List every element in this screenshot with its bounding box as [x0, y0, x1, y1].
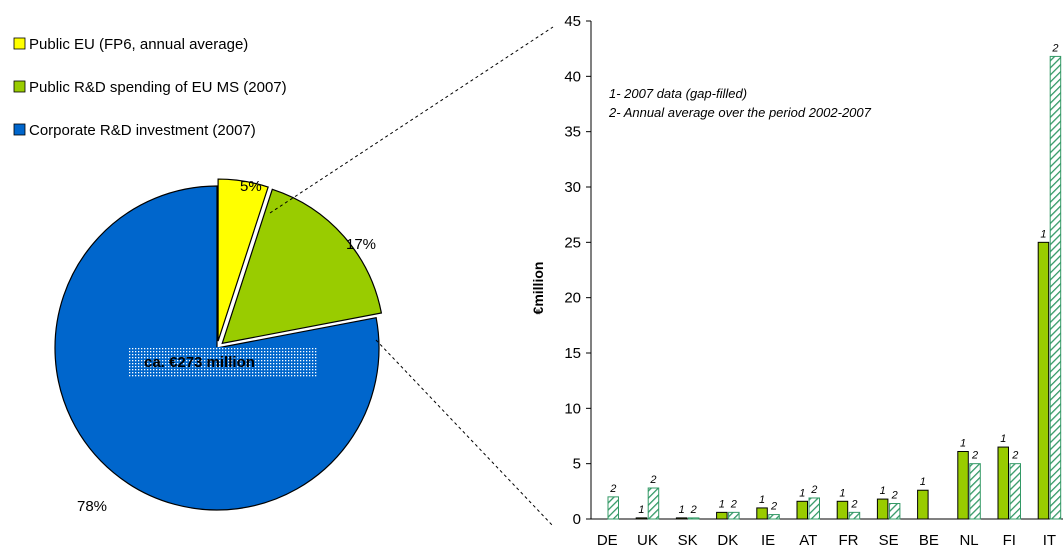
- pie-total-label: ca. €273 million: [144, 354, 255, 371]
- bar-note-1: 1- 2007 data (gap-filled): [609, 86, 747, 101]
- bar-s2-sk: [687, 517, 700, 520]
- bar-x-label-se: SE: [879, 532, 899, 549]
- bar-x-label-nl: NL: [959, 532, 978, 549]
- bar-s2-fi: [1009, 463, 1021, 520]
- bar-s1-nl: [957, 450, 969, 520]
- bar-note-marker-s2-dk: 2: [730, 498, 737, 510]
- bar-note-marker-s1-sk: 1: [679, 504, 685, 516]
- bar-note-marker-s2-nl: 2: [971, 450, 978, 462]
- bar-s1-be: [917, 489, 929, 520]
- bar-x-label-uk: UK: [637, 532, 658, 549]
- bar-y-tick-label: 45: [564, 13, 581, 30]
- bar-s1-fi: [997, 446, 1009, 520]
- bar-note-marker-s2-it: 2: [1051, 42, 1058, 54]
- bar-s1-dk: [716, 511, 728, 520]
- pie-pct-label-public-ms: 17%: [346, 236, 376, 253]
- bar-note-marker-s1-at: 1: [799, 487, 805, 499]
- bar-s1-uk: [635, 517, 648, 520]
- bar-x-label-dk: DK: [717, 532, 738, 549]
- bar-note-marker-s1-be: 1: [920, 476, 926, 488]
- connector-line-top: [269, 26, 554, 214]
- legend-label-public-eu: Public EU (FP6, annual average): [29, 36, 248, 53]
- bar-s2-at: [808, 497, 820, 520]
- bar-note-marker-s1-ie: 1: [759, 494, 765, 506]
- legend-swatch-public-eu: [13, 37, 26, 50]
- bar-y-tick-label: 0: [573, 511, 581, 528]
- pie-legend: Public EU (FP6, annual average) Public R…: [13, 36, 287, 139]
- bar-s2-dk: [728, 511, 740, 520]
- bar-note-marker-s1-dk: 1: [719, 498, 725, 510]
- legend-label-public-ms: Public R&D spending of EU MS (2007): [29, 79, 287, 96]
- bar-note-marker-s2-se: 2: [891, 490, 898, 502]
- bar-note-marker-s2-ie: 2: [770, 501, 777, 513]
- bar-s1-sk: [675, 517, 688, 520]
- bar-note-marker-s1-fr: 1: [839, 487, 845, 499]
- bar-note-marker-s2-at: 2: [810, 484, 817, 496]
- bar-s2-ie: [768, 514, 780, 520]
- bar-s2-se: [888, 503, 901, 520]
- bar-s2-uk: [647, 487, 660, 520]
- pie-total-box: ca. €273 million: [128, 347, 318, 377]
- bar-x-label-it: IT: [1043, 532, 1056, 549]
- bar-y-axis-title: €million: [530, 262, 546, 315]
- legend-swatch-corporate: [13, 123, 26, 136]
- bar-y-tick-label: 10: [564, 400, 581, 417]
- bar-x-labels: DE UK SK DK IE AT FR SE BE NL FI IT: [597, 532, 1056, 549]
- bar-y-tick-label: 35: [564, 124, 581, 141]
- bar-note-marker-s2-uk: 2: [649, 474, 656, 486]
- pie-pct-label-corporate: 78%: [77, 498, 107, 515]
- pie-total-background: [128, 347, 318, 377]
- bar-note-marker-s1-uk: 1: [638, 504, 644, 516]
- connector-line-bottom: [375, 339, 554, 527]
- bar-x-label-ie: IE: [761, 532, 775, 549]
- bar-s2-de: [607, 496, 619, 520]
- bar-y-tick-label: 40: [564, 68, 581, 85]
- legend-item-public-ms: Public R&D spending of EU MS (2007): [13, 79, 287, 96]
- bar-s2-nl: [969, 463, 981, 520]
- bar-s1-se: [876, 498, 889, 520]
- bar-note-marker-s2-fi: 2: [1011, 450, 1018, 462]
- legend-label-corporate: Corporate R&D investment (2007): [29, 122, 256, 139]
- legend-item-public-eu: Public EU (FP6, annual average): [13, 36, 248, 53]
- bar-x-label-fi: FI: [1003, 532, 1016, 549]
- bar-s1-fr: [836, 500, 849, 520]
- bar-note-marker-s1-nl: 1: [960, 437, 966, 449]
- pie-slice-public-eu: [217, 178, 269, 342]
- bar-note-marker-s1-se: 1: [880, 485, 886, 497]
- bar-note-marker-s2-fr: 2: [850, 498, 857, 510]
- bar-y-tick-label: 5: [573, 456, 581, 473]
- bar-s2-fr: [848, 511, 861, 520]
- bar-s1-at: [796, 500, 808, 520]
- bar-x-label-be: BE: [919, 532, 939, 549]
- bar-note-marker-s2-de: 2: [609, 483, 616, 495]
- bar-s1-it: [1037, 241, 1050, 520]
- bar-note-marker-s1-fi: 1: [1000, 433, 1006, 445]
- bar-note-marker-s2-sk: 2: [690, 504, 697, 516]
- bar-x-label-sk: SK: [678, 532, 698, 549]
- bar-x-label-fr: FR: [838, 532, 858, 549]
- bar-x-label-at: AT: [799, 532, 817, 549]
- bar-y-tick-label: 15: [564, 345, 581, 362]
- bar-y-tick-label: 20: [564, 290, 581, 307]
- bar-note-marker-s1-it: 1: [1040, 228, 1046, 240]
- bar-y-tick-label: 30: [564, 179, 581, 196]
- bar-y-tick-label: 25: [564, 234, 581, 251]
- pie-chart: [54, 178, 383, 511]
- bar-x-label-de: DE: [597, 532, 618, 549]
- pie-pct-label-public-eu: 5%: [240, 178, 262, 195]
- bar-note-2: 2- Annual average over the period 2002-2…: [608, 105, 872, 120]
- legend-item-corporate: Corporate R&D investment (2007): [13, 122, 256, 139]
- bar-y-ticks: 0 5 10 15 20 25 30 35 40 45: [564, 13, 591, 528]
- legend-swatch-public-ms: [13, 80, 26, 93]
- bar-s1-ie: [756, 507, 768, 520]
- bar-chart-axes: [590, 21, 1063, 520]
- pie-slice-public-ms: [221, 188, 383, 345]
- bar-s2-it: [1049, 55, 1062, 520]
